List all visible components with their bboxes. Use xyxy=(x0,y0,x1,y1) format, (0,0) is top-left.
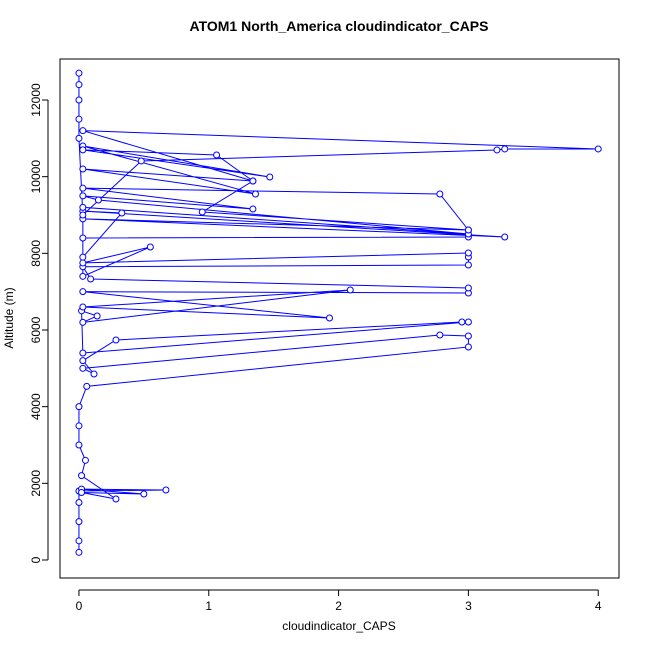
y-tick-label: 8000 xyxy=(29,240,43,267)
data-point xyxy=(162,486,170,494)
data-point xyxy=(79,349,87,357)
data-point xyxy=(436,331,444,339)
data-point xyxy=(346,286,354,294)
data-point xyxy=(78,489,86,497)
data-point xyxy=(75,441,83,449)
data-point xyxy=(75,518,83,526)
data-point xyxy=(458,318,466,326)
data-point xyxy=(249,177,257,185)
data-point xyxy=(146,243,154,251)
x-tick-label: 0 xyxy=(76,599,83,613)
y-tick-label: 2000 xyxy=(29,470,43,497)
data-point xyxy=(79,165,87,173)
plot-frame xyxy=(59,58,620,579)
y-axis-label: Altitude (m) xyxy=(2,287,16,348)
data-point xyxy=(90,370,98,378)
data-point xyxy=(75,498,83,506)
data-point xyxy=(594,145,602,153)
data-point xyxy=(252,190,260,198)
data-point xyxy=(79,192,87,200)
x-tick-label: 1 xyxy=(205,599,212,613)
y-tick-label: 4000 xyxy=(29,393,43,420)
data-point xyxy=(79,318,87,326)
data-point xyxy=(79,211,87,219)
data-point xyxy=(79,146,87,154)
data-point xyxy=(79,272,87,280)
data-point xyxy=(79,259,87,267)
data-point xyxy=(75,96,83,104)
data-point xyxy=(87,275,95,283)
data-point xyxy=(493,146,501,154)
data-point xyxy=(326,314,334,322)
x-axis-label: cloudindicator_CAPS xyxy=(282,619,395,633)
data-point xyxy=(78,472,86,480)
data-point xyxy=(94,196,102,204)
data-point xyxy=(75,537,83,545)
data-point xyxy=(112,336,120,344)
y-tick-label: 6000 xyxy=(29,316,43,343)
data-point xyxy=(79,234,87,242)
data-point xyxy=(75,548,83,556)
data-point xyxy=(436,190,444,198)
data-point xyxy=(79,357,87,365)
series-line xyxy=(78,73,599,553)
data-point xyxy=(75,134,83,142)
data-point xyxy=(137,157,145,165)
data-point xyxy=(198,208,206,216)
data-point xyxy=(75,403,83,411)
data-point xyxy=(464,332,472,340)
data-point xyxy=(75,422,83,430)
data-point xyxy=(464,343,472,351)
data-point xyxy=(501,145,509,153)
x-tick-label: 3 xyxy=(465,599,472,613)
data-point xyxy=(79,203,87,211)
data-point xyxy=(79,364,87,372)
y-tick-label: 12000 xyxy=(29,83,43,117)
data-point xyxy=(464,261,472,269)
data-point xyxy=(266,173,274,181)
data-point xyxy=(81,456,89,464)
x-tick-label: 2 xyxy=(335,599,342,613)
data-point xyxy=(112,495,120,503)
data-point xyxy=(83,382,91,390)
data-point xyxy=(118,209,126,217)
y-tick-label: 10000 xyxy=(29,160,43,194)
data-point xyxy=(501,233,509,241)
chart-title: ATOM1 North_America cloudindicator_CAPS xyxy=(190,18,489,34)
data-point xyxy=(75,115,83,123)
data-point xyxy=(464,226,472,234)
data-point xyxy=(79,184,87,192)
data-point xyxy=(79,253,87,261)
data-point xyxy=(464,318,472,326)
data-point xyxy=(464,284,472,292)
data-point xyxy=(79,303,87,311)
data-point xyxy=(464,249,472,257)
data-point xyxy=(75,69,83,77)
data-point xyxy=(140,490,148,498)
data-point xyxy=(75,81,83,89)
data-point xyxy=(79,127,87,135)
y-tick-label: 0 xyxy=(29,556,43,563)
x-tick-label: 4 xyxy=(595,599,602,613)
data-point xyxy=(79,288,87,296)
data-point xyxy=(249,205,257,213)
data-point xyxy=(213,151,221,159)
data-point xyxy=(93,312,101,320)
